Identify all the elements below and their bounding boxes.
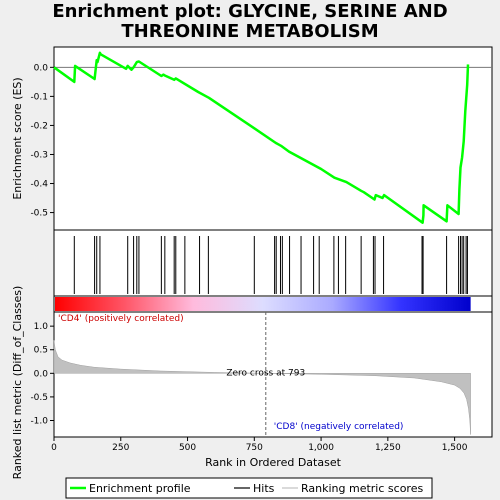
metric-ytick-label: 0.0 (34, 369, 49, 379)
es-ytick-label: -0.5 (30, 209, 48, 219)
x-tick-label: 500 (179, 443, 196, 453)
metric-ytick-label: 1.0 (34, 322, 49, 332)
x-tick-label: 1,500 (442, 443, 468, 453)
positive-class-label: 'CD4' (positively correlated) (58, 314, 184, 324)
es-ylabel: Enrichment score (ES) (11, 77, 24, 199)
metric-ytick-label: -1.0 (30, 416, 48, 426)
zero-cross-label: Zero cross at 793 (226, 368, 305, 378)
x-tick-label: 0 (51, 443, 57, 453)
es-panel: 0.0 -0.1 -0.2 -0.3 -0.4 -0.5 Enrichment score … (11, 47, 492, 230)
es-ytick-label: -0.1 (30, 92, 48, 102)
legend-label: Enrichment profile (89, 482, 191, 495)
legend-label: Hits (253, 482, 275, 495)
negative-class-label: 'CD8' (negatively correlated) (274, 422, 404, 432)
metric-ytick-label: -0.5 (30, 393, 48, 403)
hits-area (54, 230, 492, 296)
es-ytick-label: -0.4 (30, 180, 48, 190)
x-tick-label: 1,250 (375, 443, 401, 453)
es-ytick-label: 0.0 (34, 63, 49, 73)
x-tick-label: 1,000 (308, 443, 334, 453)
metric-ytick-label: 0.5 (34, 346, 48, 356)
es-ytick-label: -0.3 (30, 150, 48, 160)
x-tick-label: 250 (112, 443, 129, 453)
color-bar (55, 297, 471, 311)
es-plot-area (54, 47, 492, 230)
x-axis: 0 250 500 750 1,000 1,250 1,500 Rank in Ordered… (51, 437, 468, 469)
color-bar-panel (54, 296, 492, 312)
es-ytick-label: -0.2 (30, 121, 48, 131)
legend: Enrichment profile Hits Ranking metric sco… (66, 478, 432, 498)
hits-panel (54, 230, 492, 296)
x-axis-label: Rank in Ordered Dataset (205, 456, 342, 469)
x-tick-label: 750 (246, 443, 263, 453)
legend-label: Ranking metric scores (301, 482, 423, 495)
metric-ylabel: Ranked list metric (Diff_of_Classes) (11, 286, 24, 480)
